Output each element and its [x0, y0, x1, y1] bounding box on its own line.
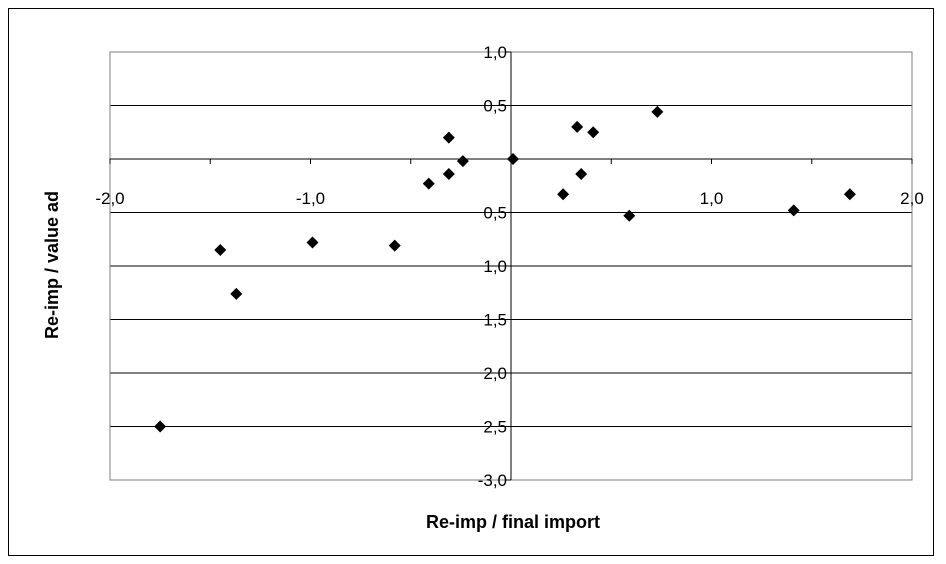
- y-tick-label: -3,0: [478, 471, 507, 490]
- y-tick-label: 1,0: [483, 257, 507, 276]
- x-axis-title: Re-imp / final import: [426, 512, 600, 532]
- data-point: [587, 126, 600, 139]
- data-point: [575, 167, 588, 180]
- x-tick-label: -1,0: [296, 189, 325, 208]
- data-point: [306, 236, 319, 249]
- data-point: [442, 131, 455, 144]
- y-axis-title: Re-imp / value ad: [42, 191, 62, 339]
- chart-area: [8, 8, 934, 556]
- data-point: [507, 153, 520, 165]
- data-point: [214, 243, 227, 256]
- tick-labels: -2,0 -1,0 1,0 2,0 1,0 0,5 0,5 1,0 1,5 2,0 2,5 -3,0: [95, 43, 923, 490]
- y-tick-label: 0,5: [483, 204, 507, 223]
- data-point: [557, 188, 570, 201]
- data-point: [787, 204, 800, 217]
- data-point: [422, 177, 435, 190]
- y-tick-label: 2,5: [483, 418, 507, 437]
- x-tick-label: -2,0: [95, 189, 124, 208]
- data-point: [456, 155, 469, 168]
- data-points: [154, 105, 856, 433]
- y-tick-label: 1,0: [483, 43, 507, 62]
- data-point: [154, 420, 167, 433]
- data-point: [651, 105, 664, 118]
- data-point: [571, 120, 584, 133]
- data-point: [623, 209, 636, 222]
- x-tick-label: 1,0: [700, 189, 724, 208]
- y-tick-label: 1,5: [483, 311, 507, 330]
- data-point: [230, 287, 243, 300]
- data-point: [442, 167, 455, 180]
- y-tick-label: 0,5: [483, 97, 507, 116]
- y-tick-label: 2,0: [483, 364, 507, 383]
- data-point: [388, 239, 401, 252]
- x-tick-label: 2,0: [900, 189, 924, 208]
- data-point: [843, 188, 856, 201]
